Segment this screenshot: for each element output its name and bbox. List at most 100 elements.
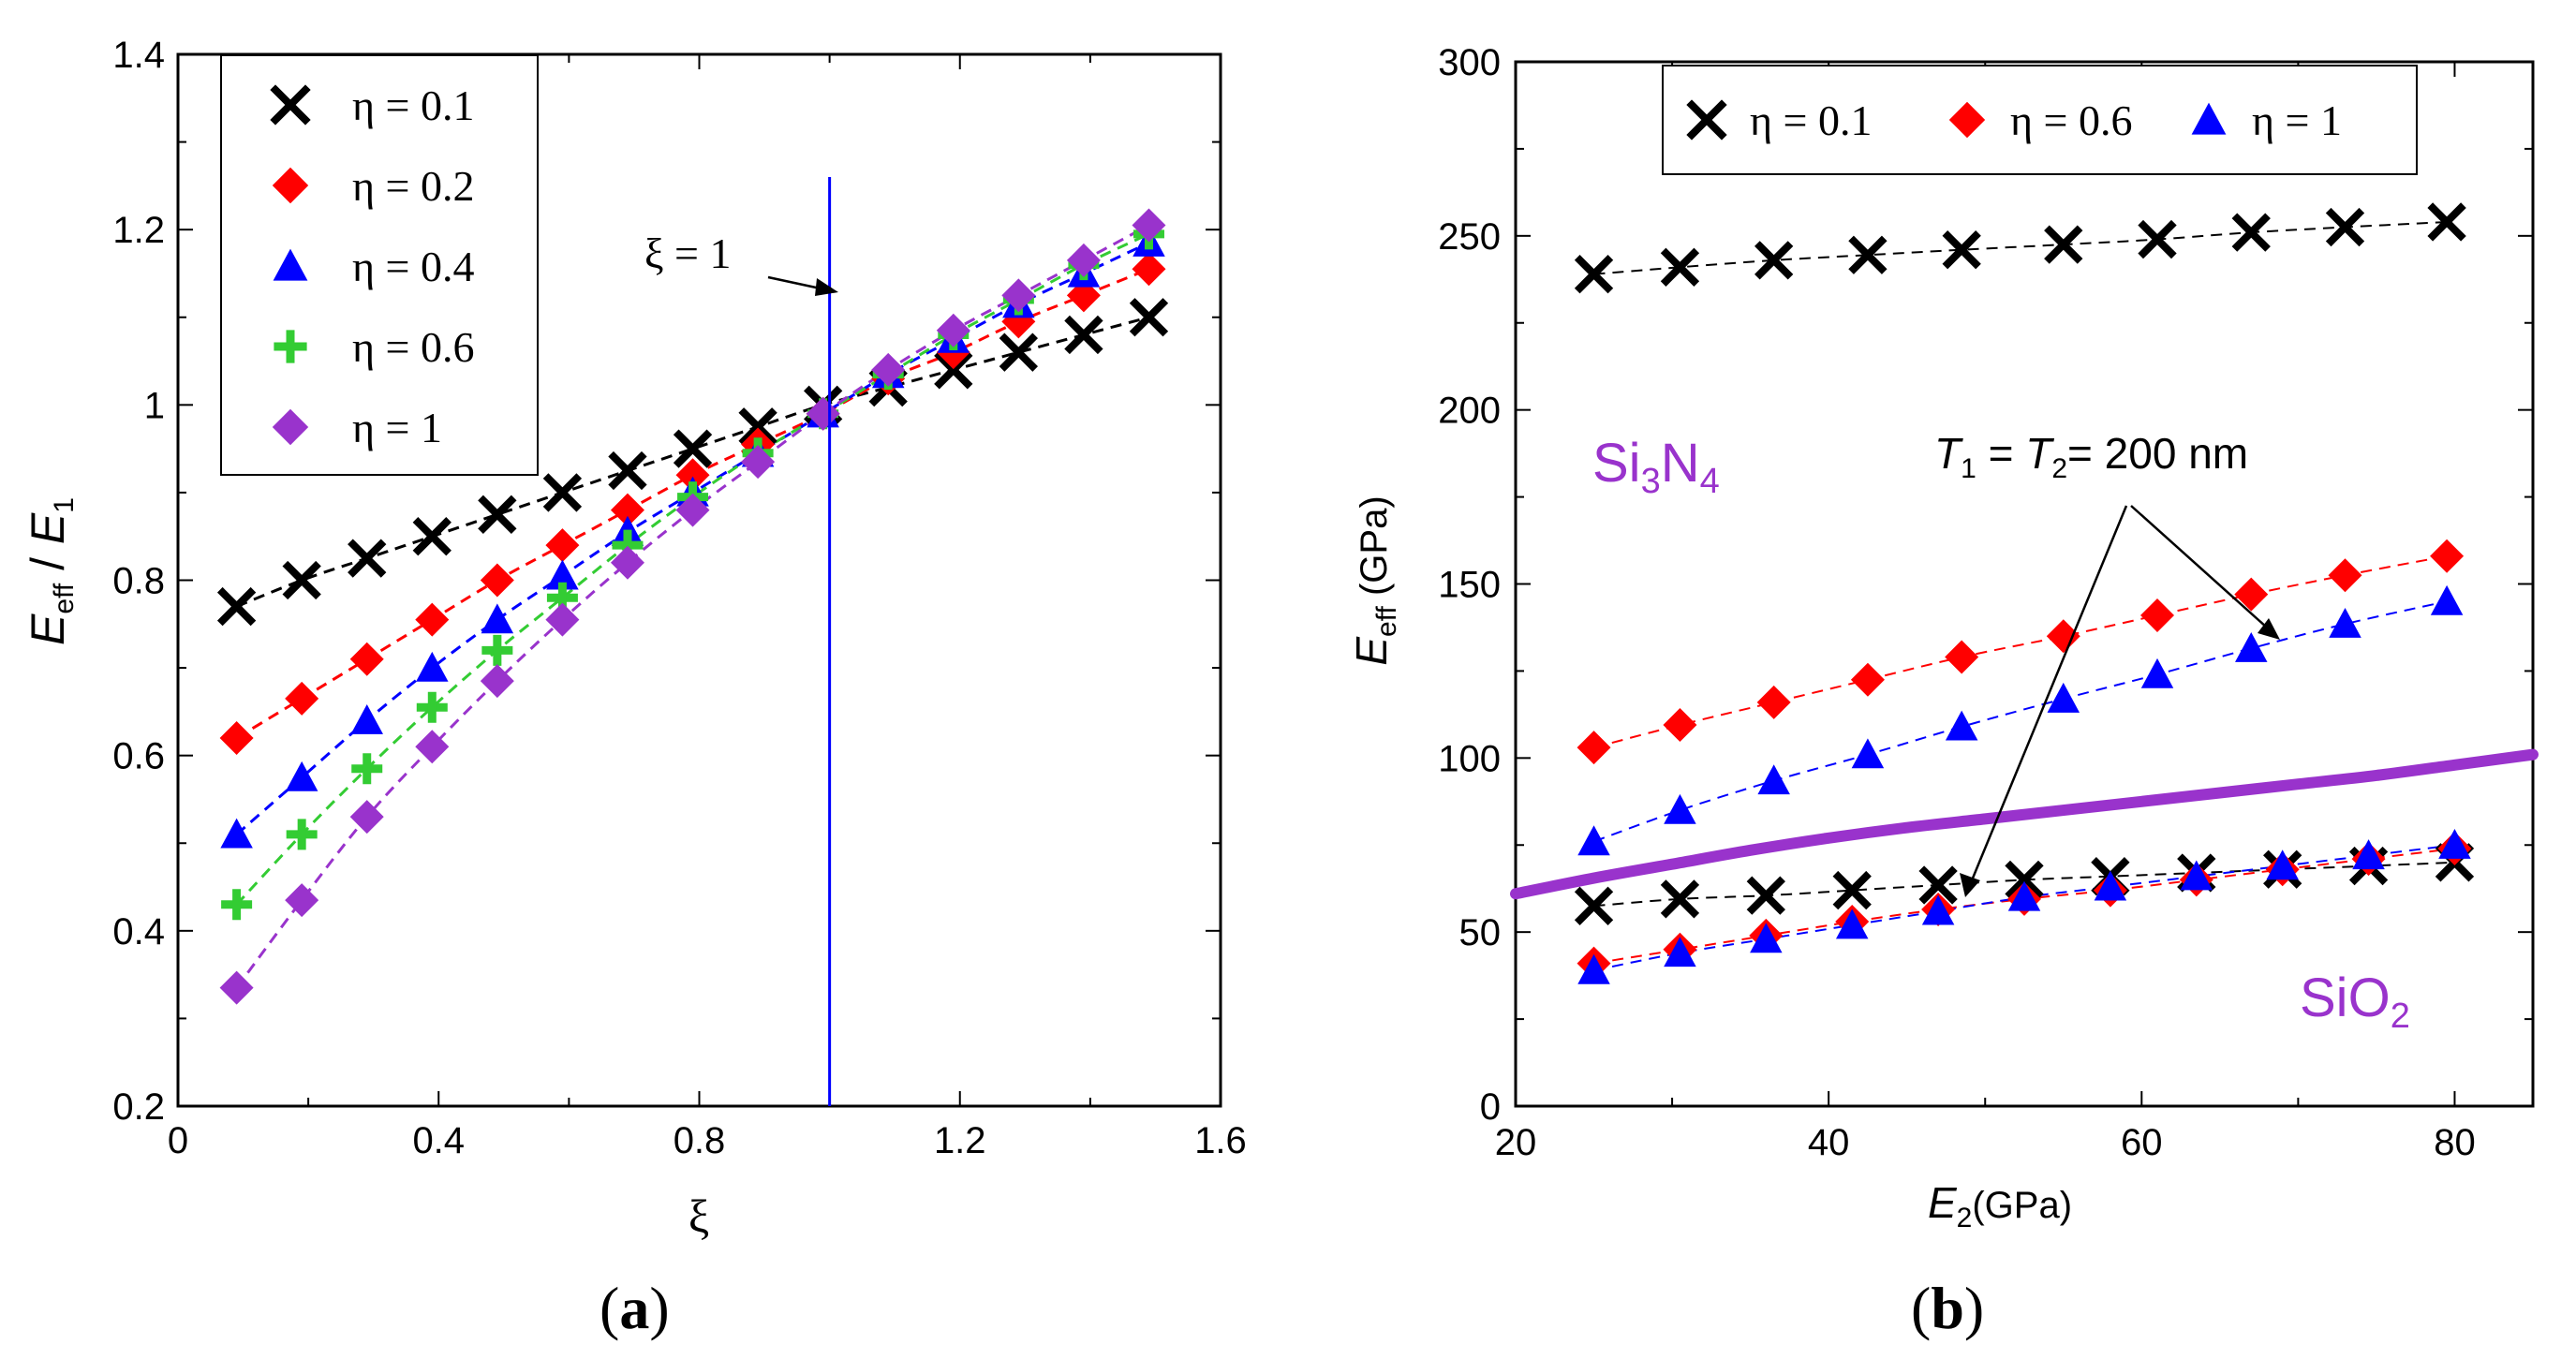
data-point-b-1-2 [1577,953,1610,984]
data-point-b-0-0 [1848,235,1888,274]
data-point-b-0-1 [1850,662,1885,697]
data-point-a-2 [416,651,449,682]
y-tick-label-a: 0.8 [112,561,165,602]
y-axis-label-a: Eeff / E1 [22,497,80,645]
x-tick-label-a: 0 [168,1120,188,1161]
data-point-b-1-2 [2180,860,2213,891]
data-point-a-4 [610,545,644,580]
data-point-b-0-2 [2329,607,2361,638]
data-point-b-0-1 [2046,619,2080,654]
data-point-b-1-2 [1921,894,1955,925]
legend-b [1662,65,2418,175]
data-point-a-1 [675,458,710,493]
data-point-a-3 [481,634,513,666]
legend-label-a-2: η = 0.4 [352,243,475,290]
si3n4-reference-curve [1510,748,2539,900]
data-point-b-0-0 [2427,202,2466,242]
x-tick-label-a: 0.8 [674,1120,726,1161]
data-point-a-4 [219,970,254,1005]
data-point-b-1-2 [2094,870,2127,901]
data-point-b-0-0 [2044,225,2083,264]
legend-marker-a-4 [272,408,309,446]
data-point-a-0 [999,332,1039,372]
data-point-a-4 [415,730,450,764]
x-tick-label-b: 80 [2434,1122,2476,1163]
data-point-a-0 [673,429,713,468]
data-point-b-0-0 [2138,219,2177,259]
xi-annotation: ξ = 1 [644,229,731,277]
x-tick-label-b: 40 [1808,1122,1850,1163]
data-point-a-4 [1066,243,1101,277]
legend-marker-b-2 [2191,102,2227,135]
legend-a [220,54,539,476]
thickness-arrow-right [2130,505,2268,628]
series-line-b-0-0 [1593,220,2448,275]
legend-marker-b-1 [1948,101,1986,139]
legend-label-a-0: η = 0.1 [352,81,475,129]
y-tick-label-b: 300 [1438,42,1501,83]
data-point-a-0 [478,495,517,534]
data-point-a-0 [542,473,583,512]
data-point-a-0 [412,517,452,556]
data-point-a-1 [545,528,580,563]
data-point-a-2 [220,818,253,849]
sio2-label: SiO2 [2300,968,2410,1036]
legend-label-a-1: η = 0.2 [352,162,475,210]
data-point-b-0-2 [2235,632,2268,662]
data-point-a-4 [806,396,840,431]
y-tick-label-a: 0.6 [112,736,165,777]
data-point-a-1 [285,681,319,716]
data-point-a-3 [416,691,448,723]
data-point-b-1-2 [2007,880,2041,911]
data-point-a-4 [936,313,970,347]
series-line-b-0-2 [1593,600,2448,843]
x-tick-label-b: 60 [2121,1122,2163,1163]
thickness-annotation: T1 = T2= 200 nm [1934,429,2248,484]
y-tick-labels-a: 0.2 0.4 0.6 0.8 1 1.2 1.4 [112,35,165,1128]
y-tick-label-b: 100 [1438,738,1501,779]
data-point-b-0-1 [2234,577,2269,612]
y-tick-label-b: 0 [1480,1086,1501,1128]
data-point-a-2 [285,761,318,791]
data-point-b-1-0 [1746,876,1785,915]
legend-label-b-2: η = 1 [2252,96,2342,144]
data-point-a-0 [1064,315,1103,355]
series-marks-a [216,208,1169,1005]
data-point-b-0-2 [1945,710,1978,741]
thickness-arrow-left [1970,505,2128,881]
data-point-a-4 [545,602,580,637]
data-point-a-3 [351,753,383,785]
data-point-a-1 [610,493,644,527]
series-marks-b [1574,202,2475,984]
data-point-a-0 [282,560,321,600]
caption-b: (b) [1911,1275,1984,1341]
legend-label-a-4: η = 1 [352,404,442,451]
data-point-b-0-2 [1851,738,1885,769]
data-point-a-0 [348,539,387,578]
x-tick-label-a: 1.6 [1194,1120,1247,1161]
data-point-a-3 [221,889,253,921]
legend-items-b: η = 0.1 η = 0.6 η = 1 [1686,96,2342,144]
data-point-a-4 [741,445,776,480]
data-point-b-0-0 [1574,255,1614,294]
y-tick-label-b: 50 [1459,912,1502,953]
data-point-b-0-0 [2325,207,2365,247]
data-point-a-1 [415,602,450,637]
y-tick-label-a: 0.4 [112,911,165,953]
data-point-a-0 [738,407,777,447]
x-axis-label-b: E2(GPa) [1928,1178,2072,1233]
data-point-b-1-0 [1918,865,1958,905]
y-tick-label-b: 150 [1438,565,1501,606]
data-point-b-1-2 [2266,849,2299,880]
data-point-a-4 [871,352,906,387]
y-tick-label-b: 250 [1438,216,1501,258]
data-point-b-1-0 [1832,870,1872,910]
data-point-b-0-2 [1577,825,1610,856]
data-point-a-1 [219,720,254,755]
data-point-b-0-0 [1660,247,1700,287]
data-point-b-0-1 [2430,539,2465,573]
legend-marker-a-2 [273,248,308,281]
data-point-b-0-0 [2231,213,2271,252]
